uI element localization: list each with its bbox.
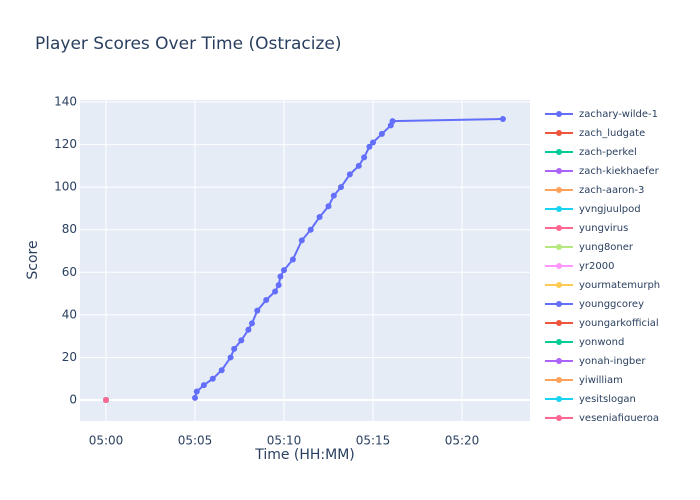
legend-label: zach-kiekhaefer — [579, 166, 660, 177]
legend-label: youngarkofficial — [579, 318, 659, 329]
y-tick-label: 40 — [62, 307, 77, 321]
y-tick-label: 120 — [54, 137, 77, 151]
y-tick-label: 0 — [69, 393, 77, 407]
data-point — [102, 397, 109, 404]
grid — [80, 100, 530, 421]
legend-label: zach-aaron-3 — [579, 185, 644, 196]
legend: zachary-wilde-1 zach_ludgate zach-perkel za… — [545, 109, 660, 424]
data-point — [369, 139, 376, 146]
plot-area — [80, 100, 530, 421]
data-point — [263, 296, 270, 303]
legend-label: yesitslogan — [579, 394, 636, 405]
y-tick-label: 20 — [62, 350, 77, 364]
data-point — [361, 154, 368, 161]
data-point — [248, 320, 255, 327]
legend-label: younggcorey — [579, 299, 644, 310]
data-point — [355, 162, 362, 169]
chart-title: Player Scores Over Time (Ostracize) — [35, 34, 342, 54]
legend-swatch-marker — [556, 301, 562, 307]
data-point — [298, 237, 305, 244]
legend-swatch-marker — [556, 377, 562, 383]
legend-swatch-marker — [556, 339, 562, 345]
data-point — [346, 171, 353, 178]
data-point — [378, 130, 385, 137]
data-point — [289, 256, 296, 263]
data-point — [499, 116, 506, 123]
data-point — [330, 192, 337, 199]
legend-label: zach_ludgate — [579, 128, 645, 139]
legend-label: yungvirus — [579, 223, 628, 234]
data-point — [227, 354, 234, 361]
data-point — [254, 307, 261, 314]
legend-swatch-marker — [556, 263, 562, 269]
legend-label: yonah-ingber — [579, 356, 646, 367]
data-point — [307, 226, 314, 233]
data-point — [200, 382, 207, 389]
plot — [102, 116, 506, 404]
legend-swatch-marker — [556, 225, 562, 231]
x-tick-label: 05:10 — [267, 434, 302, 448]
data-point — [231, 345, 238, 352]
x-tick-label: 05:05 — [178, 434, 213, 448]
data-point — [316, 213, 323, 220]
data-point — [245, 326, 252, 333]
legend-swatch-marker — [556, 282, 562, 288]
data-point — [272, 288, 279, 295]
data-point — [191, 394, 198, 401]
legend-label: yourmatemurph — [579, 280, 660, 291]
legend-swatch-marker — [556, 244, 562, 250]
data-point — [275, 282, 282, 289]
legend-label: yiwilliam — [579, 375, 623, 386]
legend-label: yvngjuulpod — [579, 204, 641, 215]
legend-label: yeseniafigueroa — [579, 413, 659, 424]
data-point — [325, 203, 332, 210]
data-point — [337, 184, 344, 191]
legend-label: yr2000 — [579, 261, 614, 272]
legend-label: zachary-wilde-1 — [579, 109, 658, 120]
legend-label: yonwond — [579, 337, 624, 348]
x-tick-label: 05:15 — [356, 434, 391, 448]
legend-swatch-marker — [556, 149, 562, 155]
data-point — [280, 267, 287, 274]
x-tick-label: 05:00 — [89, 434, 124, 448]
legend-swatch-marker — [556, 168, 562, 174]
y-tick-label: 140 — [54, 95, 77, 109]
legend-label: zach-perkel — [579, 147, 637, 158]
legend-swatch-marker — [556, 396, 562, 402]
data-point — [238, 337, 245, 344]
data-point — [193, 388, 200, 395]
data-point — [389, 118, 396, 125]
legend-swatch-marker — [556, 187, 562, 193]
data-point — [277, 273, 284, 280]
x-axis-title: Time (HH:MM) — [254, 447, 355, 463]
data-point — [209, 375, 216, 382]
data-point — [366, 143, 373, 150]
legend-swatch-marker — [556, 320, 562, 326]
data-point — [218, 367, 225, 374]
y-tick-label: 60 — [62, 265, 77, 279]
legend-swatch-marker — [556, 358, 562, 364]
y-tick-label: 80 — [62, 222, 77, 236]
legend-swatch-marker — [556, 111, 562, 117]
legend-label: yung8oner — [579, 242, 634, 253]
y-axis-title: Score — [25, 240, 41, 279]
legend-swatch-marker — [556, 415, 562, 421]
legend-swatch-marker — [556, 206, 562, 212]
x-tick-label: 05:20 — [445, 434, 480, 448]
y-tick-label: 100 — [54, 180, 77, 194]
legend-swatch-marker — [556, 130, 562, 136]
